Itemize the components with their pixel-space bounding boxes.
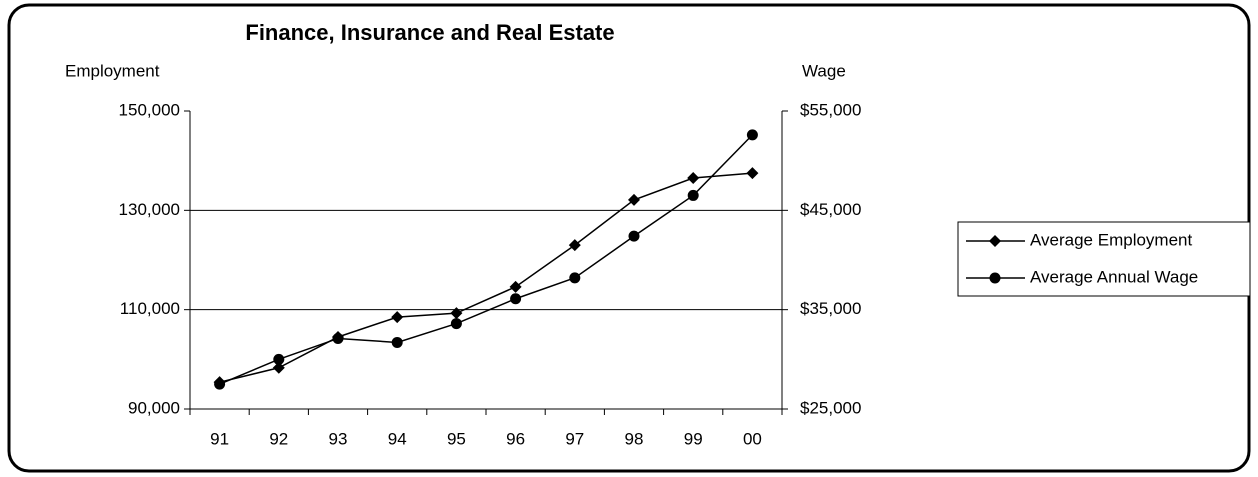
data-point [510,293,522,305]
x-tick-label: 99 [684,429,703,448]
data-point [746,129,758,141]
data-point [391,311,404,324]
data-point [687,189,699,201]
legend-label: Average Annual Wage [1030,267,1198,286]
y-tick-label: 130,000 [119,200,180,219]
legend-marker [989,272,1001,284]
data-point [450,318,462,330]
y-axis-label: Employment [65,61,160,80]
x-tick-label: 95 [447,429,466,448]
y-tick-label: 90,000 [128,398,180,417]
y-tick-label: 110,000 [120,299,180,318]
data-point [214,378,226,390]
data-point [391,336,403,348]
y2-axis-label: Wage [802,61,846,80]
x-tick-label: 98 [625,429,644,448]
y2-tick-label: $55,000 [800,100,861,119]
data-point [509,280,522,293]
legend [957,221,1251,297]
data-point [687,172,700,185]
data-point [628,193,640,206]
x-tick-label: 94 [388,429,407,448]
y2-tick-label: $35,000 [800,299,861,318]
chart-title: Finance, Insurance and Real Estate [245,20,614,45]
legend-label: Average Employment [1030,230,1192,249]
x-tick-label: 92 [269,429,288,448]
x-tick-label: 00 [743,429,762,448]
data-point [272,361,285,374]
y2-tick-label: $25,000 [800,398,861,417]
series-line [219,172,753,383]
x-tick-label: 97 [565,429,584,448]
data-point [450,307,463,320]
x-tick-label: 91 [210,429,229,448]
series-line [219,134,753,385]
data-point [568,239,581,252]
data-point [746,167,759,180]
x-tick-label: 93 [329,429,348,448]
data-point [332,332,344,344]
legend-marker [989,235,1001,247]
data-point [628,230,640,242]
y2-tick-label: $45,000 [800,200,861,219]
y-tick-label: 150,000 [119,100,180,119]
x-tick-label: 96 [506,429,525,448]
data-point [273,353,285,365]
data-point [569,272,581,284]
